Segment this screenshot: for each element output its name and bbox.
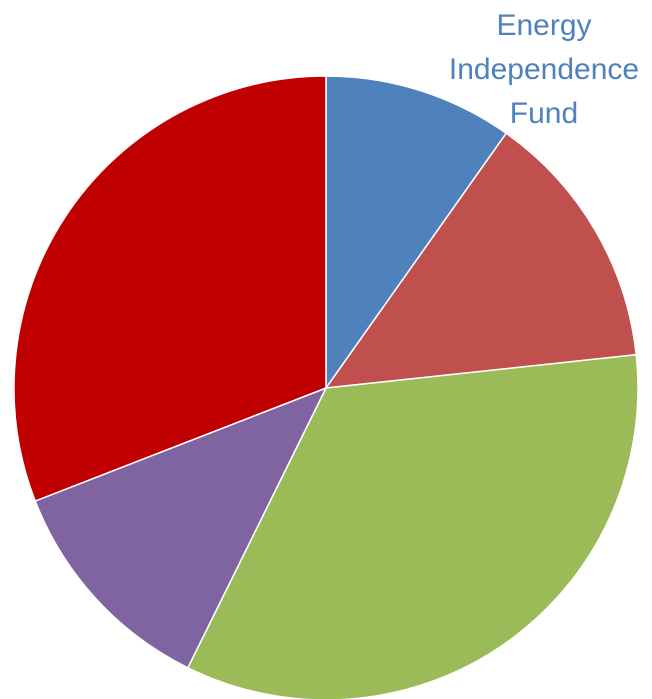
- slice-label-1: Energy Independence Fund: [449, 9, 639, 130]
- slice-label-line: Energy: [496, 9, 591, 42]
- pie-slice-4: [34, 386, 328, 669]
- pie-labels: Energy Independence Fund: [449, 9, 639, 130]
- pie-slice-1: [325, 75, 508, 391]
- pie-slice-2: [324, 132, 638, 389]
- pie-slice-5: [13, 75, 327, 503]
- slice-label-line: Independence: [449, 53, 639, 86]
- pie-slices: [13, 75, 639, 699]
- slice-label-line: Fund: [510, 97, 578, 130]
